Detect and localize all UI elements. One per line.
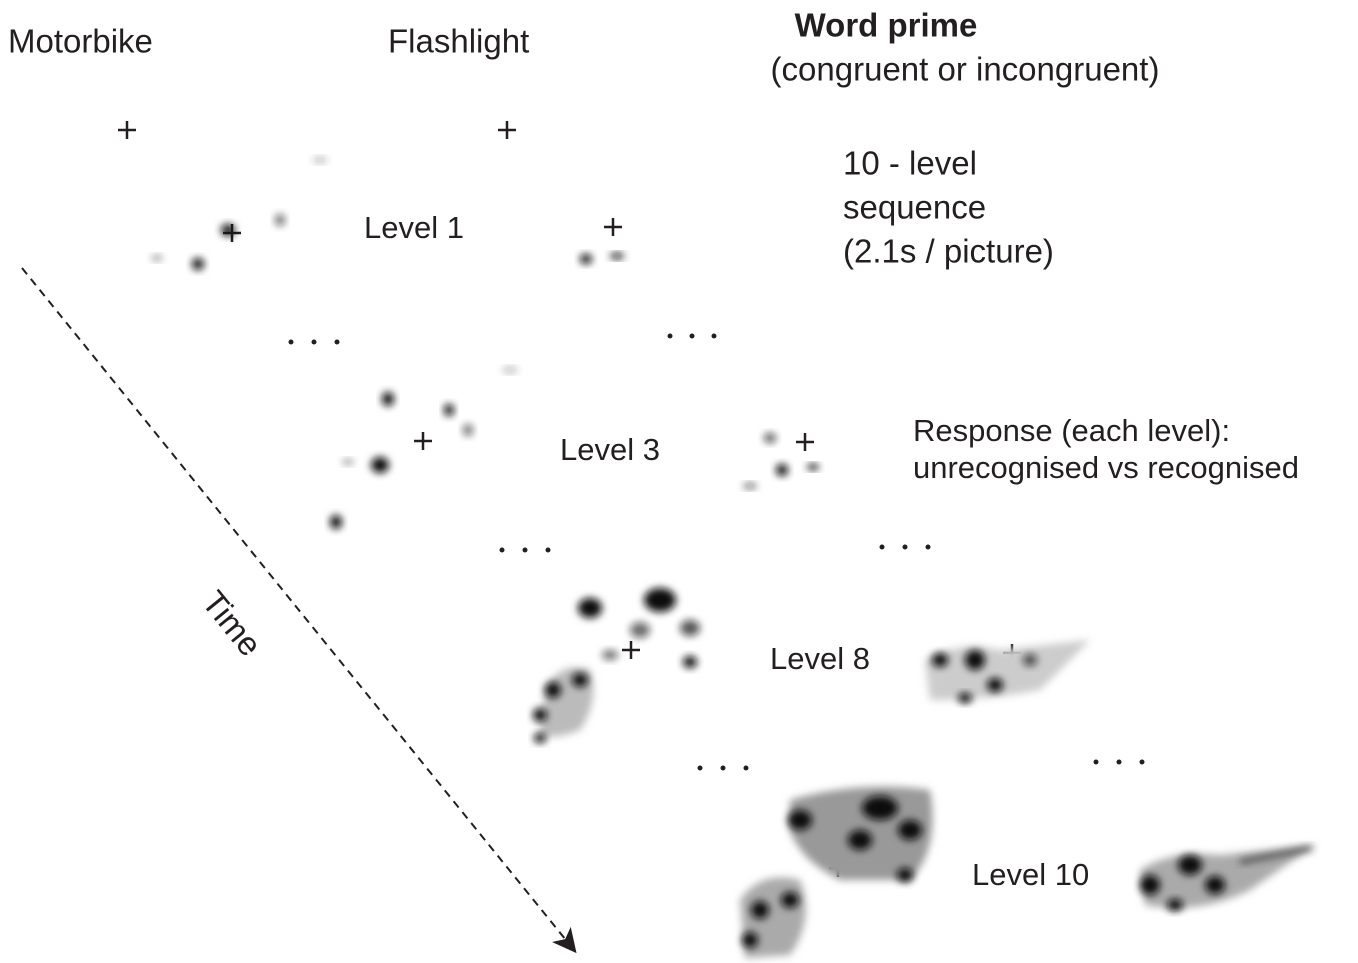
time-arrow	[21, 267, 577, 954]
word-prime-subtitle: (congruent or incongruent)	[771, 51, 1160, 88]
level-label: Level 10	[972, 857, 1089, 892]
response-text: Response (each level):	[913, 413, 1230, 448]
fixation-crosses	[118, 121, 1239, 879]
time-label: Time	[195, 584, 269, 663]
sequence-text: sequence	[843, 189, 986, 226]
sequence-text: 10 - level	[843, 145, 977, 182]
level-label: Level 1	[364, 210, 464, 245]
sequence-text: (2.1s / picture)	[843, 233, 1054, 270]
degraded-images	[151, 157, 1315, 958]
word-prime-title: Word prime	[795, 7, 978, 44]
response-text: unrecognised vs recognised	[913, 450, 1299, 485]
column-label: Flashlight	[388, 23, 529, 60]
ellipsis-dots	[288, 333, 1145, 771]
level-label: Level 3	[560, 432, 660, 467]
column-label: Motorbike	[8, 23, 153, 60]
level-label: Level 8	[770, 641, 870, 676]
